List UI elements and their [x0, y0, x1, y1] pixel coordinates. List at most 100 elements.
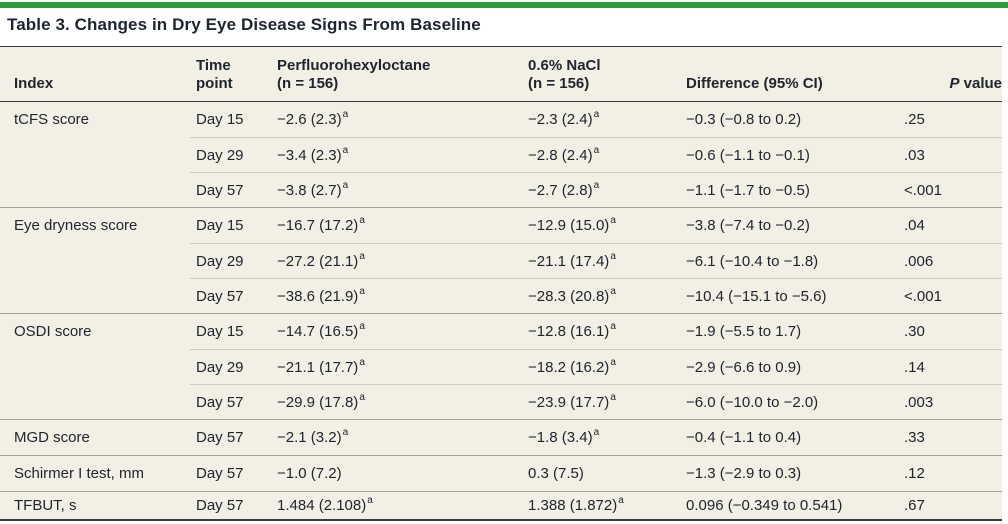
- table-header-row: Index Time point Perfluorohexyloctane (n =…: [0, 46, 1002, 102]
- table-row: OSDI score Day 15 −14.7 (16.5) a −12.8 (1…: [0, 314, 1002, 349]
- footnote-marker: a: [610, 250, 616, 262]
- nacl-value-cell: −23.9 (17.7) a: [528, 384, 686, 419]
- table-row: tCFS score Day 15 −2.6 (2.3) a −2.3 (2.4)…: [0, 102, 1002, 137]
- footnote-marker: a: [359, 215, 365, 226]
- drug-value-cell: −2.6 (2.3) a: [277, 109, 349, 128]
- p-value-cell: .14: [904, 349, 1002, 384]
- footnote-marker: a: [359, 391, 365, 403]
- drug-value-cell: −2.1 (3.2) a: [277, 427, 349, 446]
- column-header-perfluorohexyloctane: Perfluorohexyloctane (n = 156): [277, 56, 431, 93]
- drug-value-cell: −3.8 (2.7) a: [277, 172, 528, 207]
- nacl-value-cell: −18.2 (16.2) a: [528, 349, 686, 384]
- footnote-marker: a: [610, 356, 616, 368]
- footnote-marker: a: [367, 495, 373, 506]
- footnote-marker: a: [342, 427, 349, 438]
- journal-accent-bar: [0, 2, 1008, 8]
- footnote-marker: a: [359, 285, 365, 297]
- footnote-marker: a: [593, 179, 600, 191]
- row-group-tcfs: tCFS score Day 15 −2.6 (2.3) a −2.3 (2.4)…: [0, 102, 1002, 207]
- time-point-cell: Day 15: [196, 323, 244, 340]
- difference-cell: −1.9 (−5.5 to 1.7): [686, 323, 802, 340]
- difference-cell: 0.096 (−0.349 to 0.541): [686, 497, 843, 514]
- nacl-value-cell: −2.3 (2.4) a: [528, 109, 600, 128]
- difference-cell: −1.3 (−2.9 to 0.3): [686, 465, 802, 482]
- footnote-marker: a: [593, 109, 600, 120]
- p-value-cell: .006: [904, 243, 1002, 278]
- difference-cell: −0.6 (−1.1 to −0.1): [686, 137, 904, 172]
- footnote-marker: a: [610, 215, 616, 226]
- drug-value-cell: −3.4 (2.3) a: [277, 137, 528, 172]
- table-row: Day 57 −3.8 (2.7) a −2.7 (2.8) a −1.1 (−1.…: [0, 172, 1002, 207]
- table-row: MGD score Day 57 −2.1 (3.2) a −1.8 (3.4) a…: [0, 420, 1002, 455]
- table-row: Schirmer I test, mm Day 57 −1.0 (7.2) 0.…: [0, 456, 1002, 491]
- data-table: Index Time point Perfluorohexyloctane (n =…: [0, 46, 1002, 521]
- footnote-marker: a: [610, 285, 616, 297]
- table-row: Day 29 −3.4 (2.3) a −2.8 (2.4) a −0.6 (−1.…: [0, 137, 1002, 172]
- nacl-value-cell: 1.388 (1.872) a: [528, 495, 624, 514]
- column-header-difference: Difference (95% CI): [686, 75, 823, 93]
- p-value-cell: <.001: [904, 278, 1002, 313]
- table-row: Eye dryness score Day 15 −16.7 (17.2) a −…: [0, 208, 1002, 243]
- footnote-marker: a: [593, 427, 600, 438]
- index-cell: [0, 349, 190, 384]
- time-point-cell: Day 29: [190, 137, 277, 172]
- difference-cell: −3.8 (−7.4 to −0.2): [686, 217, 810, 234]
- nacl-value-cell: −28.3 (20.8) a: [528, 278, 686, 313]
- footnote-marker: a: [342, 144, 349, 156]
- index-cell: [0, 243, 190, 278]
- footnote-marker: a: [618, 495, 624, 506]
- difference-cell: −2.9 (−6.6 to 0.9): [686, 349, 904, 384]
- difference-cell: −6.1 (−10.4 to −1.8): [686, 243, 904, 278]
- footnote-marker: a: [359, 250, 365, 262]
- column-header-index: Index: [14, 75, 54, 93]
- nacl-value-cell: −21.1 (17.4) a: [528, 243, 686, 278]
- table-row: Day 29 −21.1 (17.7) a −18.2 (16.2) a −2.9 …: [0, 349, 1002, 384]
- time-point-cell: Day 57: [196, 497, 244, 514]
- difference-cell: −1.1 (−1.7 to −0.5): [686, 172, 904, 207]
- table-row: Day 29 −27.2 (21.1) a −21.1 (17.4) a −6.1 …: [0, 243, 1002, 278]
- footnote-marker: a: [593, 144, 600, 156]
- p-value-cell: .04: [904, 217, 925, 234]
- row-group-mgd: MGD score Day 57 −2.1 (3.2) a −1.8 (3.4) a…: [0, 419, 1002, 455]
- difference-cell: −0.3 (−0.8 to 0.2): [686, 111, 802, 128]
- index-cell: MGD score: [14, 429, 90, 446]
- nacl-value-cell: 0.3 (7.5): [528, 465, 584, 482]
- footnote-marker: a: [359, 356, 365, 368]
- time-point-cell: Day 57: [196, 429, 244, 446]
- row-group-osdi: OSDI score Day 15 −14.7 (16.5) a −12.8 (1…: [0, 313, 1002, 419]
- footnote-marker: a: [342, 179, 349, 191]
- column-header-nacl: 0.6% NaCl (n = 156): [528, 56, 601, 93]
- table-title: Table 3. Changes in Dry Eye Disease Sign…: [7, 15, 481, 34]
- time-point-cell: Day 29: [190, 243, 277, 278]
- row-group-eye-dryness: Eye dryness score Day 15 −16.7 (17.2) a −…: [0, 207, 1002, 313]
- p-value-cell: <.001: [904, 172, 1002, 207]
- p-value-cell: .003: [904, 384, 1002, 419]
- index-cell: tCFS score: [14, 111, 90, 128]
- time-point-cell: Day 15: [196, 111, 244, 128]
- index-cell: Eye dryness score: [14, 217, 138, 234]
- p-value-cell: .67: [904, 497, 925, 514]
- difference-cell: −0.4 (−1.1 to 0.4): [686, 429, 802, 446]
- drug-value-cell: −21.1 (17.7) a: [277, 349, 528, 384]
- table-row: Day 57 −29.9 (17.8) a −23.9 (17.7) a −6.0 …: [0, 384, 1002, 419]
- p-value-cell: .12: [904, 465, 925, 482]
- footnote-marker: a: [610, 391, 616, 403]
- drug-value-cell: −14.7 (16.5) a: [277, 321, 365, 340]
- time-point-cell: Day 57: [196, 465, 244, 482]
- column-header-p-value: P value: [949, 75, 1002, 93]
- nacl-value-cell: −12.8 (16.1) a: [528, 321, 616, 340]
- table-row: TFBUT, s Day 57 1.484 (2.108) a 1.388 (1.…: [0, 492, 1002, 519]
- p-value-cell: .25: [904, 111, 925, 128]
- index-cell: Schirmer I test, mm: [14, 465, 145, 482]
- index-cell: TFBUT, s: [14, 497, 77, 514]
- nacl-value-cell: −2.7 (2.8) a: [528, 172, 686, 207]
- drug-value-cell: −1.0 (7.2): [277, 465, 342, 482]
- drug-value-cell: −27.2 (21.1) a: [277, 243, 528, 278]
- column-header-time-point: Time point: [196, 56, 233, 93]
- table-row: Day 57 −38.6 (21.9) a −28.3 (20.8) a −10.4…: [0, 278, 1002, 313]
- p-value-cell: .03: [904, 137, 1002, 172]
- index-cell: [0, 384, 190, 419]
- time-point-cell: Day 29: [190, 349, 277, 384]
- time-point-cell: Day 15: [196, 217, 244, 234]
- footnote-marker: a: [342, 109, 349, 120]
